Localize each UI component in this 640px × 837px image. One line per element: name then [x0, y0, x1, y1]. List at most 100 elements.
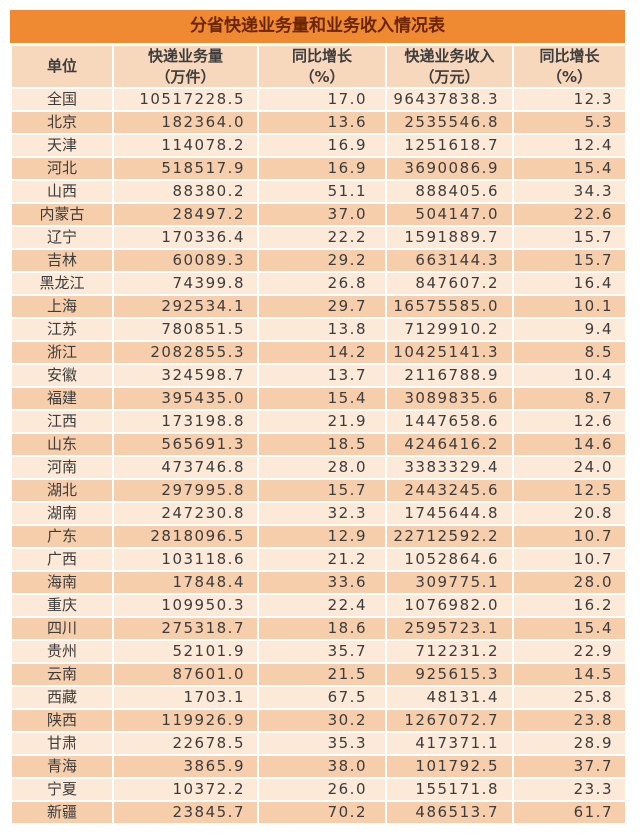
- revenue-yoy-cell: 9.4: [512, 317, 627, 342]
- volume-cell: 518517.9: [112, 156, 259, 181]
- revenue-yoy-cell: 15.7: [512, 225, 627, 250]
- volume-cell: 52101.9: [112, 639, 259, 664]
- region-cell: 海南: [10, 570, 114, 595]
- table-row: 上海 292534.1 29.7 16575585.0 10.1: [10, 294, 627, 319]
- volume-cell: 114078.2: [112, 133, 259, 158]
- volume-yoy-cell: 51.1: [257, 179, 387, 204]
- region-cell: 吉林: [10, 248, 114, 273]
- revenue-cell: 888405.6: [385, 179, 514, 204]
- volume-yoy-cell: 15.7: [257, 478, 387, 503]
- revenue-cell: 847607.2: [385, 271, 514, 296]
- volume-yoy-cell: 13.6: [257, 110, 387, 135]
- volume-yoy-cell: 13.8: [257, 317, 387, 342]
- volume-yoy-cell: 16.9: [257, 133, 387, 158]
- volume-yoy-cell: 18.5: [257, 432, 387, 457]
- revenue-cell: 155171.8: [385, 777, 514, 802]
- revenue-cell: 309775.1: [385, 570, 514, 595]
- revenue-yoy-cell: 24.0: [512, 455, 627, 480]
- volume-yoy-cell: 29.2: [257, 248, 387, 273]
- volume-cell: 17848.4: [112, 570, 259, 595]
- region-cell: 上海: [10, 294, 114, 319]
- revenue-yoy-cell: 15.4: [512, 156, 627, 181]
- volume-cell: 10372.2: [112, 777, 259, 802]
- volume-yoy-cell: 13.7: [257, 363, 387, 388]
- table-row: 浙江 2082855.3 14.2 10425141.3 8.5: [10, 340, 627, 365]
- table-row: 内蒙古 28497.2 37.0 504147.0 22.6: [10, 202, 627, 227]
- volume-cell: 173198.8: [112, 409, 259, 434]
- volume-yoy-cell: 67.5: [257, 685, 387, 710]
- volume-cell: 473746.8: [112, 455, 259, 480]
- table-row: 江西 173198.8 21.9 1447658.6 12.6: [10, 409, 627, 434]
- volume-cell: 2082855.3: [112, 340, 259, 365]
- volume-cell: 23845.7: [112, 800, 259, 825]
- table-row: 河北 518517.9 16.9 3690086.9 15.4: [10, 156, 627, 181]
- volume-cell: 74399.8: [112, 271, 259, 296]
- table-row: 四川 275318.7 18.6 2595723.1 15.4: [10, 616, 627, 641]
- revenue-cell: 3690086.9: [385, 156, 514, 181]
- volume-cell: 88380.2: [112, 179, 259, 204]
- volume-yoy-cell: 21.2: [257, 547, 387, 572]
- region-cell: 江西: [10, 409, 114, 434]
- revenue-cell: 2116788.9: [385, 363, 514, 388]
- volume-cell: 292534.1: [112, 294, 259, 319]
- region-cell: 重庆: [10, 593, 114, 618]
- region-cell: 甘肃: [10, 731, 114, 756]
- region-cell: 山西: [10, 179, 114, 204]
- revenue-cell: 2595723.1: [385, 616, 514, 641]
- revenue-cell: 1251618.7: [385, 133, 514, 158]
- revenue-cell: 16575585.0: [385, 294, 514, 319]
- revenue-yoy-cell: 14.6: [512, 432, 627, 457]
- revenue-yoy-cell: 22.6: [512, 202, 627, 227]
- volume-yoy-cell: 21.9: [257, 409, 387, 434]
- table-row: 青海 3865.9 38.0 101792.5 37.7: [10, 754, 627, 779]
- revenue-yoy-cell: 20.8: [512, 501, 627, 526]
- volume-cell: 10517228.5: [112, 87, 259, 112]
- region-cell: 辽宁: [10, 225, 114, 250]
- table-row: 新疆 23845.7 70.2 486513.7 61.7: [10, 800, 627, 825]
- revenue-yoy-cell: 12.6: [512, 409, 627, 434]
- volume-yoy-cell: 14.2: [257, 340, 387, 365]
- volume-yoy-cell: 37.0: [257, 202, 387, 227]
- volume-yoy-cell: 35.3: [257, 731, 387, 756]
- revenue-cell: 4246416.2: [385, 432, 514, 457]
- table-row: 云南 87601.0 21.5 925615.3 14.5: [10, 662, 627, 687]
- table-row: 宁夏 10372.2 26.0 155171.8 23.3: [10, 777, 627, 802]
- volume-yoy-cell: 32.3: [257, 501, 387, 526]
- region-cell: 宁夏: [10, 777, 114, 802]
- volume-cell: 565691.3: [112, 432, 259, 457]
- revenue-yoy-cell: 28.0: [512, 570, 627, 595]
- header-row: 单位 快递业务量 （万件） 同比增长 （%） 快递业务收入 （万元） 同比增长 （%）: [10, 44, 627, 89]
- province-express-table: 单位 快递业务量 （万件） 同比增长 （%） 快递业务收入 （万元） 同比增长 （%） …: [10, 44, 627, 825]
- volume-cell: 87601.0: [112, 662, 259, 687]
- revenue-yoy-cell: 34.3: [512, 179, 627, 204]
- revenue-yoy-cell: 5.3: [512, 110, 627, 135]
- volume-yoy-cell: 29.7: [257, 294, 387, 319]
- revenue-cell: 101792.5: [385, 754, 514, 779]
- region-cell: 江苏: [10, 317, 114, 342]
- region-cell: 四川: [10, 616, 114, 641]
- revenue-cell: 3089835.6: [385, 386, 514, 411]
- revenue-cell: 925615.3: [385, 662, 514, 687]
- revenue-cell: 1745644.8: [385, 501, 514, 526]
- region-cell: 广西: [10, 547, 114, 572]
- revenue-cell: 96437838.3: [385, 87, 514, 112]
- volume-yoy-cell: 17.0: [257, 87, 387, 112]
- revenue-yoy-cell: 16.4: [512, 271, 627, 296]
- revenue-cell: 1052864.6: [385, 547, 514, 572]
- table-row: 全国 10517228.5 17.0 96437838.3 12.3: [10, 87, 627, 112]
- revenue-cell: 486513.7: [385, 800, 514, 825]
- volume-cell: 28497.2: [112, 202, 259, 227]
- revenue-cell: 10425141.3: [385, 340, 514, 365]
- revenue-yoy-cell: 23.8: [512, 708, 627, 733]
- volume-yoy-cell: 15.4: [257, 386, 387, 411]
- column-header-0: 单位: [10, 44, 114, 89]
- table-row: 河南 473746.8 28.0 3383329.4 24.0: [10, 455, 627, 480]
- region-cell: 河南: [10, 455, 114, 480]
- region-cell: 北京: [10, 110, 114, 135]
- volume-cell: 22678.5: [112, 731, 259, 756]
- volume-yoy-cell: 35.7: [257, 639, 387, 664]
- revenue-cell: 417371.1: [385, 731, 514, 756]
- revenue-cell: 7129910.2: [385, 317, 514, 342]
- volume-yoy-cell: 16.9: [257, 156, 387, 181]
